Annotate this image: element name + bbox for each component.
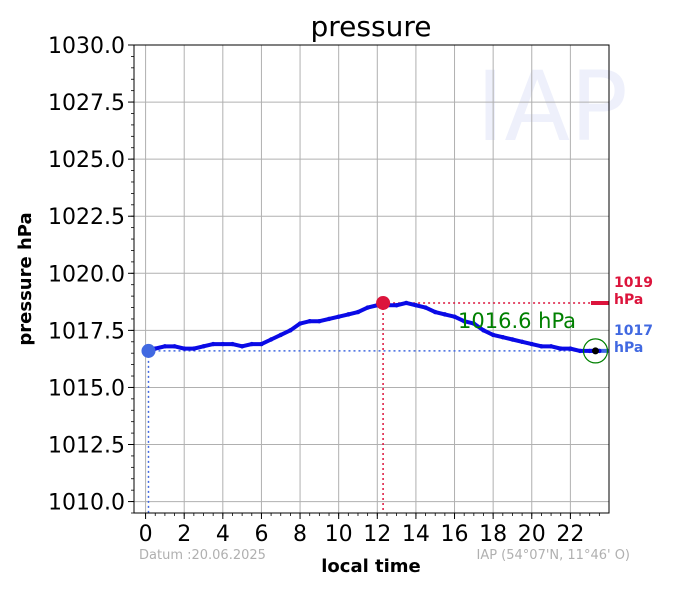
- y-tick-label: 1020.0: [48, 262, 125, 287]
- y-axis-label: pressure hPa: [15, 212, 36, 345]
- y-tick-label: 1030.0: [48, 34, 125, 59]
- x-tick-label: 8: [293, 522, 307, 547]
- x-tick-label: 22: [556, 522, 584, 547]
- min-unit-label: hPa: [614, 340, 643, 356]
- data-point: [191, 346, 197, 351]
- data-point: [577, 348, 583, 354]
- x-tick-label: 18: [479, 522, 507, 547]
- data-point: [548, 344, 554, 349]
- data-point: [355, 309, 361, 315]
- y-tick-label: 1022.5: [48, 205, 125, 230]
- x-axis-label: local time: [321, 556, 421, 577]
- data-point: [500, 335, 506, 340]
- data-point: [529, 341, 534, 347]
- data-point: [394, 303, 399, 308]
- data-point: [278, 332, 283, 338]
- data-point: [365, 305, 370, 310]
- y-tick-label: 1017.5: [48, 319, 125, 344]
- x-axis-ticks: 0 2 4 6 8 10 12 14 16 18 20 22: [139, 513, 600, 547]
- max-value-label: 1019: [614, 275, 653, 291]
- data-point: [297, 321, 303, 326]
- x-tick-label: 2: [177, 522, 191, 547]
- x-tick-label: 20: [518, 522, 546, 547]
- data-point: [249, 341, 254, 347]
- data-point: [442, 312, 448, 317]
- y-tick-label: 1025.0: [48, 148, 125, 173]
- chart-title: pressure: [311, 10, 432, 43]
- max-unit-label: hPa: [614, 292, 643, 308]
- max-marker: [376, 295, 391, 310]
- y-axis-ticks: 1010.0 1012.5 1015.0 1017.5 1020.0 1022.5 1025…: [48, 34, 134, 516]
- plot-frame: [133, 44, 610, 514]
- x-tick-label: 12: [363, 522, 391, 547]
- data-point: [182, 346, 187, 351]
- current-marker-ring: [582, 338, 609, 364]
- data-point: [288, 328, 293, 333]
- reference-lines: [147, 300, 609, 513]
- data-point: [481, 328, 486, 333]
- data-point: [587, 348, 592, 354]
- data-point: [471, 321, 477, 326]
- grid-lines: [134, 44, 609, 513]
- data-point: [461, 319, 467, 324]
- x-tick-label: 6: [254, 522, 268, 547]
- data-point: [210, 341, 216, 347]
- data-point: [510, 337, 515, 342]
- data-point: [404, 300, 409, 306]
- x-tick-label: 0: [139, 522, 153, 547]
- data-point: [568, 346, 573, 351]
- data-point: [317, 319, 322, 324]
- data-point: [539, 344, 544, 349]
- x-tick-label: 4: [216, 522, 230, 547]
- data-point: [490, 332, 496, 338]
- current-value-label: 1016.6 hPa: [458, 309, 576, 333]
- x-tick-label: 14: [402, 522, 430, 547]
- data-point: [433, 309, 438, 315]
- current-marker-dot: [591, 347, 599, 355]
- data-point: [558, 346, 563, 351]
- station-label: IAP (54°07'N, 11°46' O): [476, 548, 630, 563]
- data-point: [336, 314, 341, 319]
- data-point: [239, 344, 245, 349]
- y-tick-label: 1012.5: [48, 434, 125, 459]
- date-label: Datum :20.06.2025: [139, 548, 266, 563]
- min-marker: [141, 343, 156, 358]
- data-point: [326, 316, 332, 322]
- data-point: [162, 344, 168, 349]
- data-point: [519, 339, 525, 344]
- min-value-label: 1017: [614, 323, 653, 339]
- data-point: [307, 319, 312, 324]
- data-point: [201, 344, 206, 349]
- data-point: [452, 314, 457, 319]
- data-point: [172, 344, 177, 349]
- y-tick-label: 1015.0: [48, 376, 125, 401]
- data-point: [346, 312, 351, 317]
- data-point: [423, 305, 428, 310]
- markers-layer: [141, 295, 609, 364]
- data-point: [268, 337, 274, 342]
- data-point: [259, 341, 264, 347]
- data-point: [220, 341, 226, 347]
- data-point: [413, 303, 419, 308]
- x-tick-label: 10: [325, 522, 353, 547]
- y-tick-label: 1010.0: [48, 491, 125, 516]
- series-layer: [143, 300, 602, 354]
- y-tick-label: 1027.5: [48, 91, 125, 116]
- watermark: IAP: [476, 51, 628, 163]
- data-point: [230, 341, 235, 347]
- x-tick-label: 16: [441, 522, 469, 547]
